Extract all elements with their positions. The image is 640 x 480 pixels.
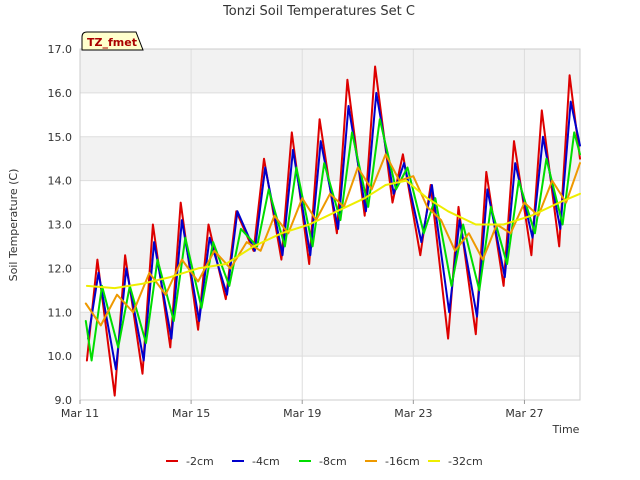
x-axis-label: Time [552, 423, 580, 436]
x-axis-ticks: Mar 11 Mar 15 Mar 19 Mar 23 Mar 27 [61, 400, 544, 420]
legend-label: -4cm [252, 455, 280, 468]
x-tick-label: Mar 23 [394, 407, 432, 420]
y-tick-label: 11.0 [48, 306, 73, 319]
y-tick-label: 17.0 [48, 43, 73, 56]
plot-band [80, 92, 580, 137]
y-tick-label: 13.0 [48, 219, 73, 232]
y-tick-label: 9.0 [55, 394, 73, 407]
y-tick-label: 15.0 [48, 131, 73, 144]
y-axis-label: Soil Temperature (C) [7, 169, 20, 282]
x-tick-label: Mar 11 [61, 407, 99, 420]
plot-band [80, 356, 580, 400]
x-tick-label: Mar 15 [172, 407, 210, 420]
x-tick-label: Mar 27 [505, 407, 543, 420]
x-tick-label: Mar 19 [283, 407, 321, 420]
y-tick-label: 16.0 [48, 87, 73, 100]
y-axis-ticks: 9.0 10.0 11.0 12.0 13.0 14.0 15.0 16.0 17.0 [48, 43, 73, 407]
chart-title: Tonzi Soil Temperatures Set C [222, 4, 415, 19]
series-line-8cm [84, 118, 581, 362]
plot-band [80, 312, 580, 357]
site-tag: TZ_fmet [81, 31, 144, 51]
plot-band [80, 136, 580, 181]
series-line-4cm [87, 91, 581, 371]
plot-band [80, 49, 580, 93]
y-tick-label: 14.0 [48, 175, 73, 188]
site-tag-label: TZ_fmet [87, 36, 137, 49]
plot-frame [79, 48, 581, 401]
series-line-2cm [85, 65, 581, 397]
site-tag-box [81, 31, 144, 51]
legend-label: -16cm [385, 455, 420, 468]
legend: -2cm -4cm -8cm -16cm -32cm [166, 455, 483, 468]
series-lines [84, 65, 581, 397]
y-tick-label: 10.0 [48, 350, 73, 363]
legend-label: -2cm [186, 455, 214, 468]
series-line-32cm [85, 179, 581, 290]
plot-bands [80, 49, 580, 400]
y-tick-label: 12.0 [48, 262, 73, 275]
legend-label: -32cm [448, 455, 483, 468]
legend-label: -8cm [319, 455, 347, 468]
